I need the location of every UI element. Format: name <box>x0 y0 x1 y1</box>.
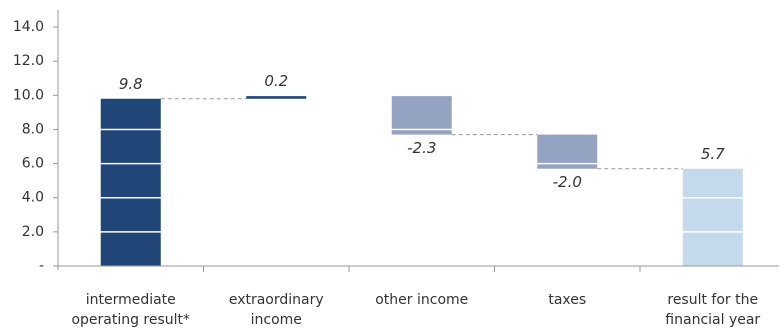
x-tick-label: taxes <box>548 292 586 308</box>
y-tick-label: 14.0 <box>13 19 44 35</box>
value-label: -2.3 <box>407 139 436 157</box>
y-tick-label: 6.0 <box>22 156 44 172</box>
bar <box>246 95 307 99</box>
bar <box>682 168 743 266</box>
bar <box>100 98 161 266</box>
y-tick-label: 2.0 <box>22 224 44 240</box>
value-label: -2.0 <box>553 173 582 191</box>
value-label: 0.2 <box>264 72 288 90</box>
value-label: 9.8 <box>119 75 143 93</box>
y-tick-label: 4.0 <box>22 190 44 206</box>
y-tick-label: - <box>39 258 44 274</box>
x-tick-label: other income <box>375 292 468 308</box>
y-tick-label: 10.0 <box>13 87 44 103</box>
y-tick-label: 12.0 <box>13 53 44 69</box>
value-label: 5.7 <box>701 145 725 163</box>
x-tick-label: result for the financial year <box>665 292 760 328</box>
y-tick-label: 8.0 <box>22 121 44 137</box>
x-tick-label: extraordinary income <box>229 292 324 328</box>
bar <box>391 95 452 135</box>
x-tick-label: intermediate operating result* <box>71 292 190 328</box>
